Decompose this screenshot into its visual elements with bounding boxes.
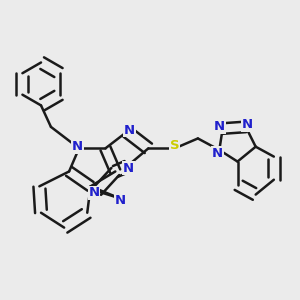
Text: N: N — [214, 120, 225, 134]
Text: N: N — [124, 124, 135, 137]
Text: N: N — [115, 194, 126, 207]
Text: N: N — [212, 147, 223, 160]
Text: N: N — [72, 140, 83, 153]
Text: N: N — [88, 186, 99, 200]
Text: N: N — [242, 118, 253, 131]
Text: S: S — [170, 139, 180, 152]
Text: N: N — [123, 162, 134, 175]
